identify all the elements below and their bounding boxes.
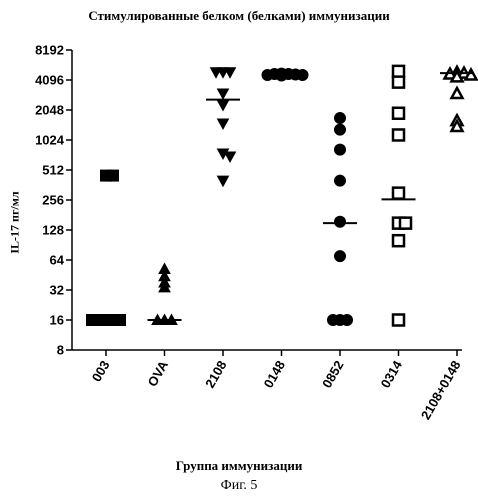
data-point [342,315,353,326]
y-tick-label: 512 [42,163,64,178]
data-point [393,235,404,246]
x-axis-label: Группа иммунизации [0,458,478,474]
data-point [393,108,404,119]
data-point [393,77,404,88]
y-tick-label: 2048 [35,103,64,118]
data-point [400,218,411,229]
x-tick-label: 0852 [319,358,346,391]
data-point [335,113,346,124]
data-point [335,251,346,262]
y-tick-label: 8 [57,343,64,358]
data-point [393,129,404,140]
y-tick-label: 64 [50,253,65,268]
data-point [335,124,346,135]
data-point [225,152,236,162]
data-point [218,100,229,110]
figure-caption: Фиг. 5 [0,478,478,494]
data-point [218,89,229,99]
y-tick-label: 1024 [35,133,65,148]
y-tick-label: 8192 [35,43,64,58]
data-point [335,175,346,186]
x-tick-label: 0148 [261,358,288,391]
x-tick-label: 2108+0148 [418,358,464,422]
y-tick-label: 128 [42,223,64,238]
data-point [452,88,463,98]
data-point [218,119,229,129]
data-point [328,315,339,326]
data-point [218,176,229,186]
data-point [393,188,404,199]
y-tick-label: 32 [50,283,64,298]
data-point [276,70,287,81]
y-tick-label: 4096 [35,73,64,88]
x-tick-label: OVA [144,357,171,389]
data-point [393,66,404,77]
x-tick-label: 2108 [202,358,229,391]
data-point [108,170,119,181]
y-tick-label: 256 [42,193,64,208]
data-point [335,144,346,155]
x-tick-label: 0314 [378,357,406,390]
x-tick-label: 003 [89,358,113,384]
data-point [393,315,404,326]
data-point [335,216,346,227]
y-tick-label: 16 [50,313,64,328]
data-point [297,69,308,80]
